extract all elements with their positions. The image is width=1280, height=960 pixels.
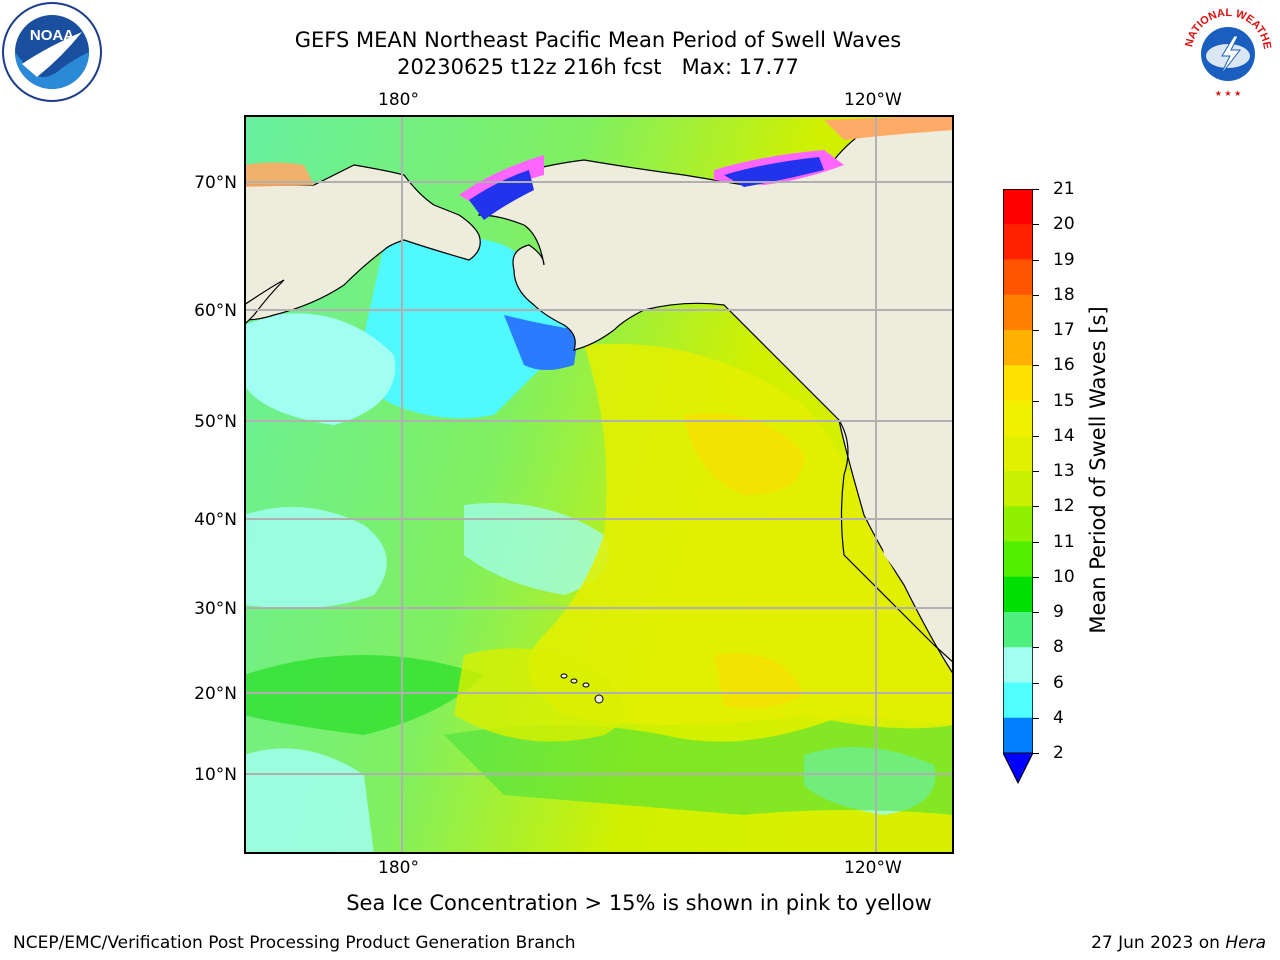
colorbar-tick-mark <box>1033 717 1039 719</box>
colorbar-band <box>1003 576 1033 613</box>
lat-label-70n: 70°N <box>194 173 237 193</box>
colorbar-band <box>1003 259 1033 296</box>
colorbar-band <box>1003 717 1033 753</box>
colorbar-tick-label: 21 <box>1053 179 1075 199</box>
colorbar-tick-mark <box>1033 224 1039 226</box>
colorbar-band <box>1003 541 1033 578</box>
colorbar-band <box>1003 506 1033 542</box>
colorbar-tick-label: 13 <box>1053 461 1075 481</box>
colorbar-tick-mark <box>1033 612 1039 613</box>
lon-top-label-180: 180° <box>378 90 419 110</box>
colorbar-tick-mark <box>1033 647 1039 649</box>
colorbar-title: Mean Period of Swell Waves [s] <box>1086 306 1110 634</box>
chart-title: GEFS MEAN Northeast Pacific Mean Period … <box>248 27 948 81</box>
siberia-land <box>244 164 481 321</box>
map-panel <box>244 115 954 854</box>
colorbar-band <box>1003 400 1033 437</box>
west-coast-line <box>838 419 954 664</box>
colorbar-tick-label: 16 <box>1053 355 1075 376</box>
colorbar-tick-mark <box>1033 189 1039 190</box>
colorbar-tick-label: 15 <box>1053 390 1075 411</box>
lat-label-40n: 40°N <box>194 510 237 530</box>
colorbar-band <box>1003 365 1033 401</box>
western-cyan-patch <box>244 313 396 425</box>
colorbar-tick-label: 14 <box>1053 425 1075 446</box>
sea-ice-caption: Sea Ice Concentration > 15% is shown in … <box>346 891 932 915</box>
colorbar <box>1002 188 1034 785</box>
cyan-patch-40n <box>244 507 387 609</box>
footer-host: Hera <box>1225 933 1266 953</box>
svg-text:NOAA: NOAA <box>30 27 74 44</box>
colorbar-band <box>1003 471 1033 507</box>
bristol-bay-blue <box>504 315 579 370</box>
colorbar-tick-label: 2 <box>1053 743 1064 763</box>
colorbar-band <box>1003 294 1033 331</box>
sea-ice-siberia <box>244 162 314 187</box>
colorbar-tick-mark <box>1033 541 1039 543</box>
colorbar-tick-mark <box>1033 506 1039 508</box>
graticule <box>244 115 954 854</box>
noaa-logo: NOAA <box>2 2 102 102</box>
sea-ice-beaufort-blue <box>724 157 824 187</box>
colorbar-band <box>1003 224 1033 260</box>
cyan-patch-central <box>464 503 609 595</box>
colorbar-tick-label: 20 <box>1053 214 1075 235</box>
green-band-north <box>244 655 484 735</box>
colorbar-tick-mark <box>1033 576 1039 578</box>
colorbar-tick-label: 12 <box>1053 496 1075 517</box>
title-line-1: GEFS MEAN Northeast Pacific Mean Period … <box>294 28 902 52</box>
colorbar-tick-label: 9 <box>1053 602 1064 622</box>
footer-date-text: 27 Jun 2023 on <box>1091 933 1226 953</box>
lon-top-label-120w: 120°W <box>844 90 902 110</box>
colorbar-swatches <box>1002 188 1034 785</box>
colorbar-tick-label: 4 <box>1053 707 1064 728</box>
yellow-patch-hawaii <box>454 648 624 742</box>
hawaii-islands <box>560 673 604 704</box>
title-line-2: 20230625 t12z 216h fcst Max: 17.77 <box>397 55 799 79</box>
lat-label-60n: 60°N <box>194 301 237 321</box>
colorbar-band <box>1003 612 1033 648</box>
colorbar-tick-mark <box>1033 435 1039 437</box>
colorbar-tick-mark <box>1033 365 1039 367</box>
lat-label-50n: 50°N <box>194 412 237 432</box>
colorbar-tick-label: 10 <box>1053 566 1075 587</box>
colorbar-band <box>1003 682 1033 719</box>
colorbar-band <box>1003 330 1033 366</box>
sea-ice-arctic-orange <box>824 115 954 140</box>
colorbar-tick-mark <box>1033 330 1039 331</box>
colorbar-band <box>1003 647 1033 683</box>
alaska-canada-land <box>477 115 954 677</box>
footer-date: 27 Jun 2023 on Hera <box>1091 933 1266 953</box>
colorbar-tick-mark <box>1033 400 1039 402</box>
colorbar-tick-mark <box>1033 471 1039 472</box>
map-border <box>244 115 954 854</box>
orange-yellow-patch-south <box>714 653 804 709</box>
footer-producer: NCEP/EMC/Verification Post Processing Pr… <box>13 933 576 953</box>
colorbar-tick-mark <box>1033 259 1039 261</box>
colorbar-tick-label: 8 <box>1053 637 1064 658</box>
kamchatka-land <box>244 279 285 326</box>
colorbar-tick-label: 6 <box>1053 672 1064 693</box>
lon-bottom-label-180: 180° <box>378 858 419 878</box>
colorbar-tick-label: 19 <box>1053 249 1075 270</box>
colorbar-tick-label: 18 <box>1053 284 1075 305</box>
colorbar-tick-label: 11 <box>1053 531 1075 552</box>
yellow-swell-region <box>528 343 954 729</box>
lat-label-30n: 30°N <box>194 599 237 619</box>
colorbar-tick-mark <box>1033 294 1039 296</box>
svg-text:★ ★ ★: ★ ★ ★ <box>1215 89 1242 98</box>
lat-label-20n: 20°N <box>194 684 237 704</box>
colorbar-tick-label: 17 <box>1053 320 1075 340</box>
colorbar-tick-mark <box>1033 682 1039 684</box>
colorbar-tick-mark <box>1033 753 1039 754</box>
nws-logo: NATIONAL WEATHER SERVICE ★ ★ ★ <box>1174 0 1278 100</box>
swell-period-map <box>244 115 954 854</box>
lon-bottom-label-120w: 120°W <box>844 858 902 878</box>
colorbar-band <box>1003 435 1033 472</box>
colorbar-extend-arrow <box>1002 752 1034 785</box>
colorbar-band <box>1003 189 1033 225</box>
orange-yellow-patch-north <box>684 413 804 495</box>
north-america-interior <box>879 375 954 675</box>
lat-label-10n: 10°N <box>194 765 237 785</box>
